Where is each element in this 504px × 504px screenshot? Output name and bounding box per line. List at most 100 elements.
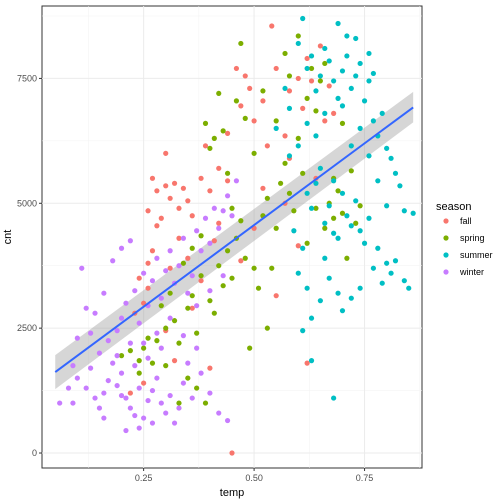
point-winter (145, 397, 151, 404)
point-fall (273, 65, 279, 72)
point-spring (216, 263, 222, 269)
point-winter (154, 375, 160, 381)
point-spring (154, 338, 160, 344)
point-winter (149, 420, 156, 426)
point-fall (260, 185, 266, 191)
point-summer (392, 170, 399, 176)
point-summer (308, 358, 315, 364)
point-winter (114, 353, 120, 359)
point-fall (163, 183, 169, 189)
point-fall (176, 205, 182, 211)
point-winter (65, 385, 72, 391)
point-spring (322, 225, 328, 231)
point-winter (198, 370, 204, 376)
point-fall (189, 213, 195, 219)
point-spring (224, 170, 231, 176)
legend-key-winter (443, 269, 449, 275)
point-summer (335, 95, 341, 101)
point-spring (224, 248, 231, 254)
point-spring (229, 205, 235, 211)
point-winter (79, 265, 85, 271)
point-summer (353, 73, 359, 79)
point-summer (326, 275, 332, 281)
point-spring (278, 180, 284, 186)
point-summer (322, 110, 328, 116)
point-spring (149, 360, 156, 366)
point-winter (154, 330, 160, 336)
point-winter (88, 330, 94, 336)
point-fall (171, 358, 178, 364)
point-spring (176, 340, 182, 346)
point-summer (295, 270, 301, 276)
point-winter (83, 385, 89, 391)
point-winter (96, 350, 103, 356)
trend-line (54, 106, 414, 373)
point-winter (167, 392, 173, 399)
point-winter (229, 213, 235, 219)
point-spring (295, 135, 301, 141)
point-summer (397, 183, 403, 189)
point-spring (260, 88, 266, 94)
point-fall (180, 185, 186, 191)
point-winter (83, 305, 89, 311)
legend-key-fall (443, 218, 449, 224)
y-tick-label: 7500 (17, 73, 37, 83)
point-summer (273, 125, 279, 131)
point-winter (70, 363, 76, 369)
point-winter (118, 370, 125, 376)
point-spring (251, 265, 257, 271)
point-winter (216, 410, 222, 416)
point-winter (127, 238, 133, 244)
point-winter (167, 315, 173, 321)
point-winter (132, 288, 138, 294)
point-winter (70, 400, 76, 406)
point-spring (185, 305, 191, 311)
point-winter (74, 335, 80, 341)
point-summer (308, 53, 315, 59)
y-axis-title: cnt (2, 230, 14, 245)
point-fall (216, 165, 222, 171)
point-summer (313, 180, 319, 186)
point-winter (176, 263, 182, 269)
point-fall (163, 150, 169, 156)
point-summer (304, 65, 310, 72)
point-winter (220, 273, 226, 279)
point-spring (171, 318, 178, 324)
point-spring (185, 375, 191, 381)
point-winter (132, 363, 138, 369)
gridlines (42, 6, 422, 468)
point-spring (136, 370, 142, 376)
point-fall (158, 215, 164, 221)
point-winter (101, 415, 107, 421)
point-spring (304, 240, 310, 246)
point-summer (370, 265, 376, 271)
point-winter (118, 315, 125, 321)
point-summer (331, 78, 337, 84)
point-spring (176, 400, 182, 406)
point-winter (149, 278, 156, 284)
point-summer (282, 85, 288, 92)
point-winter (57, 400, 63, 406)
point-summer (388, 270, 394, 276)
legend-label-fall: fall (460, 216, 472, 226)
point-summer (392, 258, 399, 264)
point-winter (194, 345, 200, 351)
point-winter (224, 417, 231, 424)
point-fall (167, 265, 173, 271)
point-summer (357, 125, 363, 131)
point-fall (300, 105, 306, 111)
point-summer (384, 145, 390, 151)
point-spring (331, 215, 337, 221)
point-fall (185, 198, 191, 204)
point-spring (317, 78, 323, 84)
point-summer (300, 245, 306, 251)
y-axis-ticks: 0 2500 5000 7500 (17, 73, 42, 458)
point-summer (384, 260, 390, 266)
point-summer (304, 190, 310, 196)
legend-key-spring (443, 235, 449, 241)
point-spring (357, 203, 363, 209)
point-spring (220, 283, 226, 289)
point-winter (132, 412, 138, 419)
point-winter (105, 377, 111, 384)
legend-title: season (436, 201, 471, 213)
